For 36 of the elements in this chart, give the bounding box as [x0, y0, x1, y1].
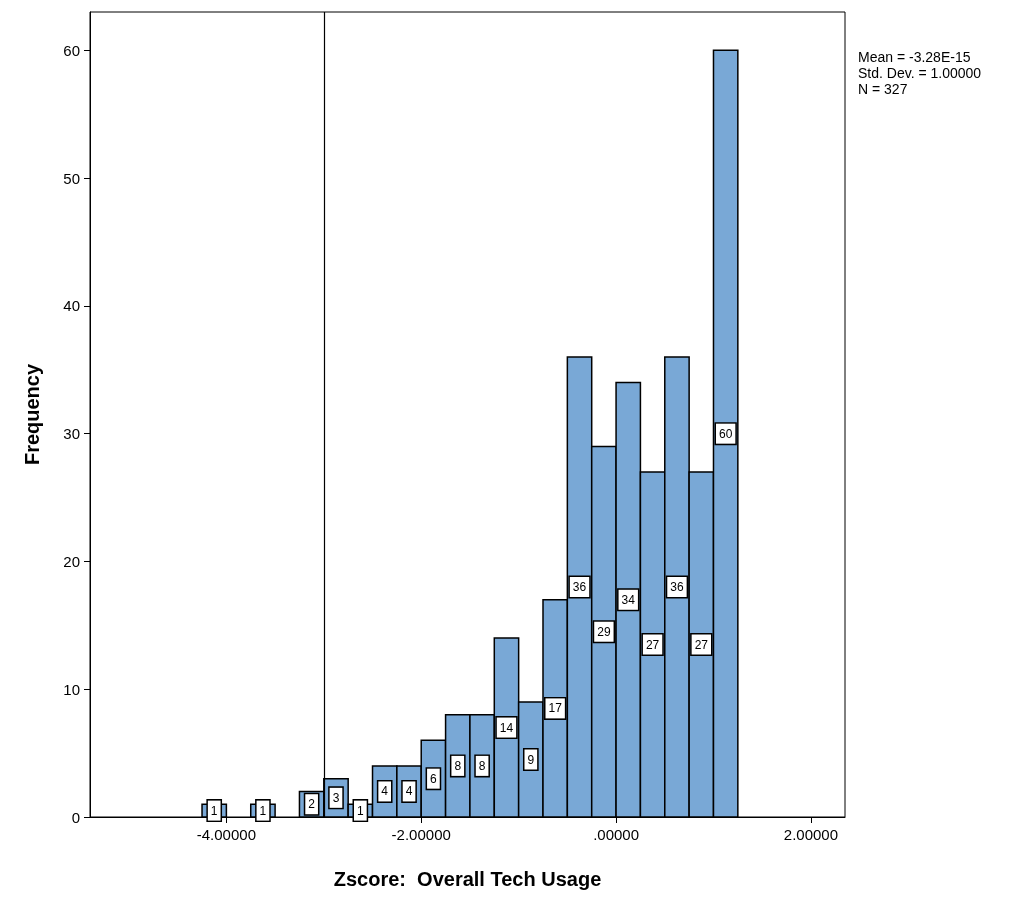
- data-label: 36: [670, 580, 684, 594]
- y-tick-label: 50: [63, 169, 80, 187]
- x-axis-title: Zscore: Overall Tech Usage: [333, 868, 602, 890]
- data-label: 60: [718, 426, 733, 441]
- y-tick-label: 0: [71, 808, 80, 826]
- y-tick-label: 30: [63, 425, 80, 443]
- data-label: 9: [527, 752, 535, 767]
- x-tick-label: .00000: [593, 826, 640, 843]
- y-tick-label: 60: [63, 41, 80, 59]
- x-tick-label: 2.00000: [783, 826, 839, 843]
- data-label: 1: [210, 803, 218, 818]
- data-label: 14: [499, 720, 514, 735]
- data-label: 34: [621, 592, 636, 607]
- y-tick-label: 40: [63, 297, 80, 315]
- y-tick-label: 10: [63, 680, 80, 698]
- data-label: 27: [645, 637, 660, 652]
- data-label: 1: [259, 803, 267, 818]
- x-tick-label: -4.00000: [196, 826, 256, 843]
- data-label: 8: [454, 758, 462, 773]
- data-label: 8: [478, 758, 486, 773]
- data-label: 3: [332, 790, 340, 805]
- data-label: 27: [694, 637, 709, 652]
- data-label: 36: [572, 580, 587, 594]
- data-label: 17: [548, 701, 563, 716]
- text: Mean = -3.28E-15: [858, 49, 971, 65]
- text: N = 327: [858, 81, 908, 97]
- y-axis-title: Frequency: [21, 363, 43, 466]
- data-label: 29: [597, 624, 611, 639]
- data-label: 4: [405, 784, 413, 799]
- x-tick-label: -2.00000: [391, 826, 451, 843]
- data-label: 6: [430, 771, 438, 786]
- data-label: 2: [308, 797, 316, 812]
- data-label: 4: [381, 784, 389, 799]
- text: Std. Dev. = 1.00000: [858, 65, 982, 81]
- y-tick-label: 20: [63, 552, 80, 570]
- data-label: 1: [356, 803, 364, 818]
